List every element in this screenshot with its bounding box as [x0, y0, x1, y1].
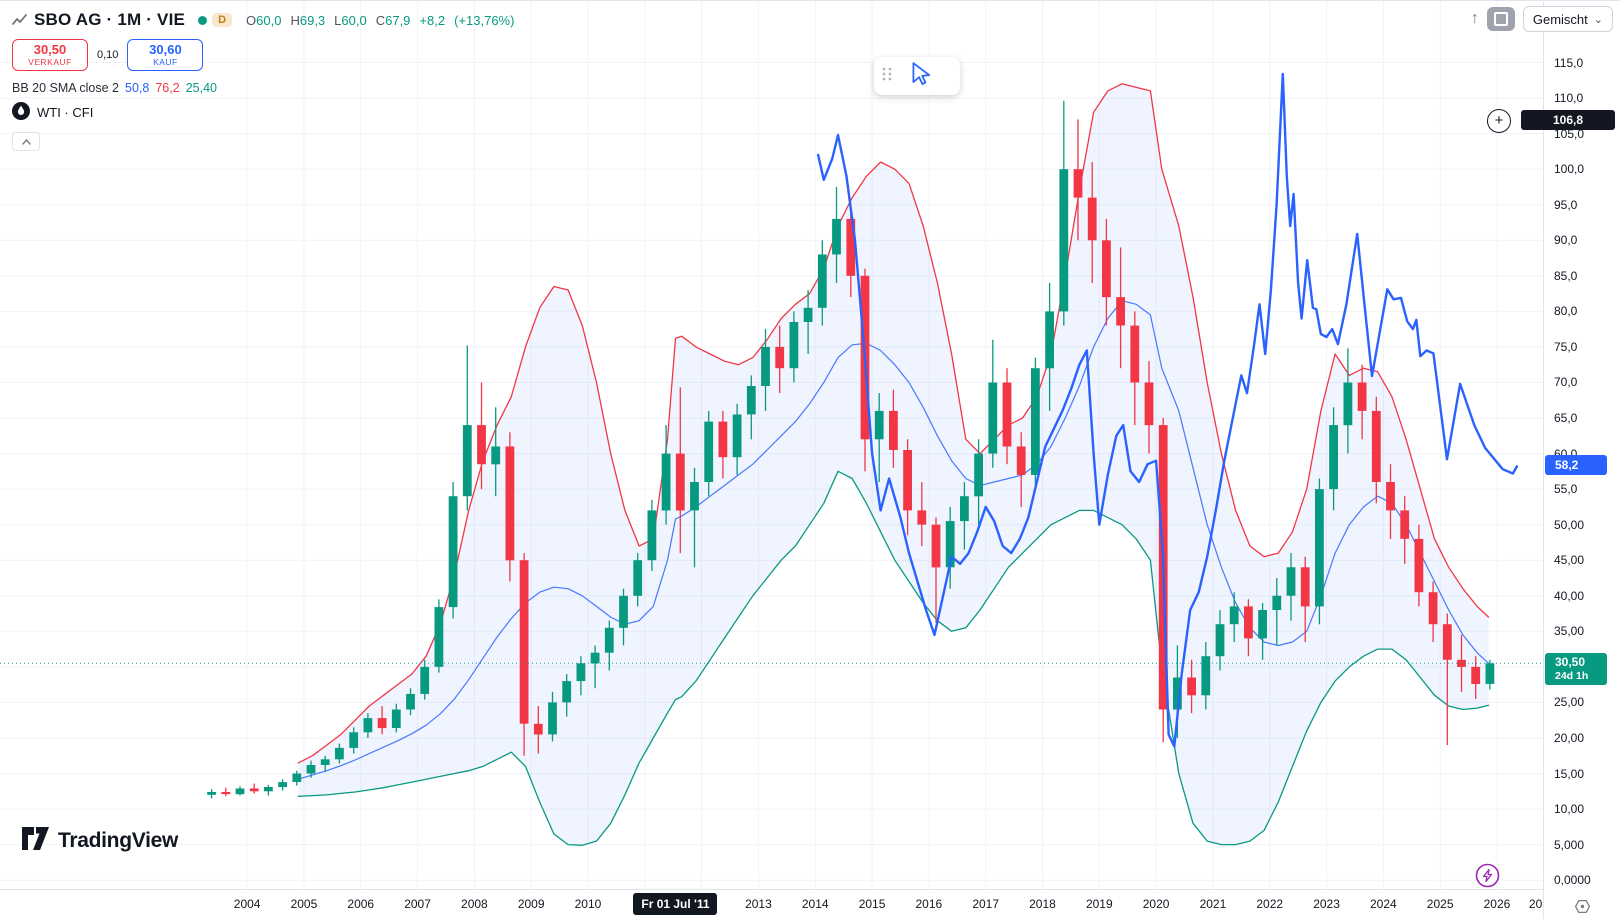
year-tick: 2010: [574, 897, 602, 911]
bollinger-upper-line: [297, 83, 1490, 764]
year-tick: 2008: [461, 897, 488, 911]
sell-button[interactable]: 30,50 VERKAUF: [12, 39, 88, 71]
chart-canvas[interactable]: [0, 1, 1543, 889]
year-tick: 2009: [517, 897, 545, 911]
tradingview-watermark: TradingView: [22, 827, 178, 855]
price-tick: 50,00: [1554, 517, 1585, 532]
year-tick: 2020: [1142, 897, 1170, 911]
maximize-icon: [1493, 12, 1508, 26]
bb-basis-value: 50,8: [125, 81, 150, 95]
price-tick: 85,0: [1554, 268, 1578, 283]
year-tick: 2025: [1426, 897, 1454, 911]
price-tick: 75,0: [1554, 339, 1578, 354]
year-tick: 2022: [1256, 897, 1284, 911]
tradingview-logo-icon: [22, 827, 49, 855]
chevron-down-icon: ⌄: [1593, 13, 1603, 26]
axis-settings-button[interactable]: [1574, 898, 1591, 919]
year-tick: 2019: [1085, 897, 1113, 911]
year-tick: 2005: [290, 897, 318, 911]
last-price-label: 30,50 24d 1h: [1545, 653, 1607, 686]
wti-line: [816, 72, 1519, 748]
add-alert-plus-button[interactable]: +: [1487, 108, 1511, 133]
wti-logo-icon: [12, 102, 30, 123]
price-tick: 110,0: [1554, 91, 1584, 106]
price-tick: 115,0: [1554, 55, 1584, 70]
price-tick: 45,00: [1554, 553, 1585, 568]
price-tick: 100,0: [1554, 162, 1585, 177]
crosshair-price-label: 106,8: [1521, 109, 1615, 130]
price-tick: 80,0: [1554, 304, 1578, 319]
price-tick: 55,0: [1554, 482, 1578, 497]
bar-countdown: 24d 1h: [1555, 669, 1589, 682]
overlay-symbol-name[interactable]: WTI · CFI: [37, 105, 94, 120]
bb-upper-value: 76,2: [155, 81, 180, 95]
year-tick: 2024: [1370, 897, 1397, 911]
crosshair-date-label: Fr 01 Jul '11: [633, 893, 718, 915]
price-tick: 0,0000: [1554, 873, 1591, 888]
indicator-name[interactable]: BB 20 SMA close 2: [12, 81, 120, 95]
price-tick: 20,00: [1554, 730, 1585, 745]
buy-button[interactable]: 30,60 KAUF: [127, 39, 204, 71]
symbol-title[interactable]: SBO AG · 1M · VIE: [34, 10, 186, 29]
wti-price-label: 58,2: [1545, 455, 1607, 476]
bollinger-lower-line: [297, 470, 1490, 846]
year-tick: 2015: [858, 897, 886, 911]
year-tick: 2013: [745, 897, 772, 911]
price-tick: 5,000: [1554, 837, 1585, 852]
trading-panel-lightning-button[interactable]: [1474, 862, 1501, 894]
scroll-up-icon[interactable]: ↑: [1470, 10, 1479, 27]
price-tick: 65,0: [1554, 411, 1578, 425]
price-tick: 95,0: [1554, 197, 1578, 212]
year-tick: 2007: [404, 897, 431, 911]
price-tick: 15,00: [1554, 766, 1585, 781]
year-tick: 2014: [801, 897, 829, 911]
price-tick: 10,00: [1554, 802, 1585, 817]
delayed-data-badge: D: [212, 13, 233, 27]
year-tick: 2004: [233, 897, 261, 911]
year-tick: 2006: [347, 897, 375, 911]
floating-toolbar[interactable]: [874, 57, 960, 95]
price-tick: 25,00: [1554, 695, 1585, 710]
top-right-controls: ↑ Gemischt ⌄: [1471, 6, 1613, 32]
bb-lower-value: 25,40: [185, 81, 217, 95]
price-tick: 35,00: [1554, 624, 1585, 639]
price-tick: 40,00: [1554, 588, 1585, 603]
year-tick: 2026: [1483, 897, 1511, 911]
year-tick: 20: [1528, 897, 1543, 911]
chart-legend: SBO AG · 1M · VIE D O60,0 H69,3 L60,0 C6…: [12, 7, 514, 151]
drag-handle-icon[interactable]: [881, 65, 893, 88]
spread-value: 0,10: [97, 49, 119, 61]
year-tick: 2018: [1029, 897, 1056, 911]
chart-type-icon: [12, 13, 27, 28]
year-tick: 2021: [1199, 897, 1227, 911]
legend-collapse-button[interactable]: [12, 132, 40, 151]
scale-mode-dropdown[interactable]: Gemischt ⌄: [1522, 6, 1613, 32]
price-tick: 105,0: [1554, 126, 1585, 141]
bollinger-basis-line: [297, 300, 1490, 780]
price-tick: 70,0: [1554, 375, 1578, 390]
year-tick: 2016: [915, 897, 943, 911]
time-axis[interactable]: 2004 2005 2006 2007 2008 2009 2010 2013 2014 2015…: [0, 889, 1543, 919]
ohlc-values: O60,0 H69,3 L60,0 C67,9 +8,2 (+13,76%): [246, 12, 515, 28]
market-status-icon: [198, 15, 208, 25]
maximize-button[interactable]: [1486, 7, 1515, 31]
mouse-cursor-icon: [908, 61, 934, 92]
year-tick: 2023: [1313, 897, 1340, 911]
year-tick: 2017: [972, 897, 1000, 911]
price-tick: 90,0: [1554, 233, 1578, 248]
